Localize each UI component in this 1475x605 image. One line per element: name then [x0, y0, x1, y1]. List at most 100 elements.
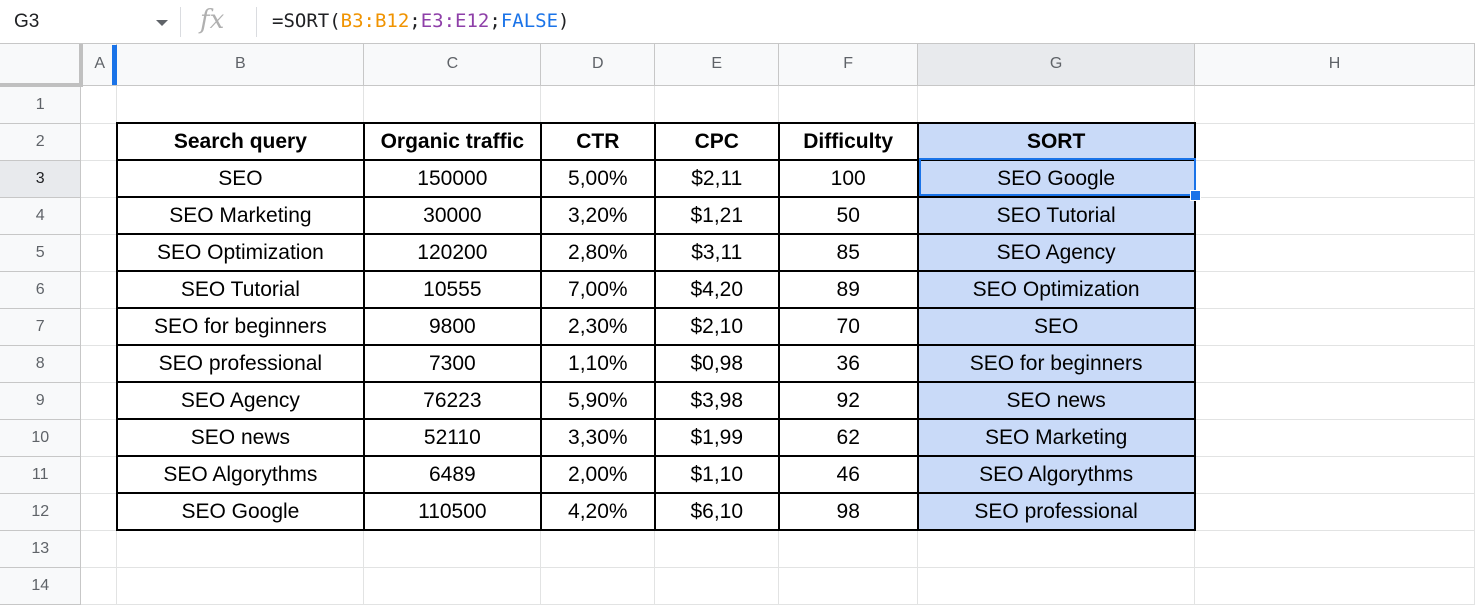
cell-d4[interactable]: 3,20% — [539, 196, 656, 235]
cell-h1[interactable] — [1194, 85, 1475, 124]
row-header-11[interactable]: 11 — [0, 456, 82, 494]
cell-b4[interactable]: SEO Marketing — [115, 196, 365, 235]
row-header-12[interactable]: 12 — [0, 493, 82, 531]
cell-a6[interactable] — [80, 271, 118, 309]
cell-c7[interactable]: 9800 — [362, 307, 542, 346]
cell-g14[interactable] — [917, 567, 1196, 605]
cell-h4[interactable] — [1194, 197, 1475, 235]
select-all-corner[interactable] — [0, 44, 83, 87]
cell-b9[interactable]: SEO Agency — [115, 381, 365, 420]
cell-d10[interactable]: 3,30% — [539, 418, 656, 457]
cell-g2[interactable]: SORT — [916, 122, 1196, 161]
row-header-14[interactable]: 14 — [0, 567, 82, 605]
cell-d5[interactable]: 2,80% — [539, 233, 656, 272]
cell-e6[interactable]: $4,20 — [653, 270, 780, 309]
column-header-d[interactable]: D — [540, 44, 656, 86]
cell-e9[interactable]: $3,98 — [653, 381, 780, 420]
cell-h3[interactable] — [1194, 160, 1475, 198]
cell-g5[interactable]: SEO Agency — [916, 233, 1196, 272]
row-header-6[interactable]: 6 — [0, 271, 82, 309]
cell-c5[interactable]: 120200 — [362, 233, 542, 272]
cell-c2[interactable]: Organic traffic — [362, 122, 542, 161]
column-header-b[interactable]: B — [116, 44, 365, 86]
cell-h9[interactable] — [1194, 382, 1475, 420]
cell-b11[interactable]: SEO Algorythms — [115, 455, 365, 494]
cell-c1[interactable] — [363, 85, 542, 124]
cell-g12[interactable]: SEO professional — [916, 492, 1196, 531]
cell-c12[interactable]: 110500 — [362, 492, 542, 531]
cell-h11[interactable] — [1194, 456, 1475, 494]
cell-e13[interactable] — [654, 530, 780, 568]
cell-g9[interactable]: SEO news — [916, 381, 1196, 420]
cell-d2[interactable]: CTR — [539, 122, 656, 161]
cell-c3[interactable]: 150000 — [362, 159, 542, 198]
column-header-a[interactable]: A — [80, 44, 118, 86]
cell-e12[interactable]: $6,10 — [653, 492, 780, 531]
cell-g7[interactable]: SEO — [916, 307, 1196, 346]
cell-d14[interactable] — [540, 567, 656, 605]
cell-c9[interactable]: 76223 — [362, 381, 542, 420]
cell-d11[interactable]: 2,00% — [539, 455, 656, 494]
cell-a14[interactable] — [80, 567, 118, 605]
cell-h13[interactable] — [1194, 530, 1475, 568]
row-header-8[interactable]: 8 — [0, 345, 82, 383]
cell-f7[interactable]: 70 — [777, 307, 919, 346]
row-header-10[interactable]: 10 — [0, 419, 82, 457]
cell-b13[interactable] — [116, 530, 365, 568]
cell-e2[interactable]: CPC — [653, 122, 780, 161]
cell-c13[interactable] — [363, 530, 542, 568]
cell-a3[interactable] — [80, 160, 118, 198]
cell-c14[interactable] — [363, 567, 542, 605]
cell-f11[interactable]: 46 — [777, 455, 919, 494]
cell-e4[interactable]: $1,21 — [653, 196, 780, 235]
cell-f4[interactable]: 50 — [777, 196, 919, 235]
cell-f8[interactable]: 36 — [777, 344, 919, 383]
row-header-7[interactable]: 7 — [0, 308, 82, 346]
cell-g10[interactable]: SEO Marketing — [916, 418, 1196, 457]
cell-h12[interactable] — [1194, 493, 1475, 531]
cell-b14[interactable] — [116, 567, 365, 605]
cell-d12[interactable]: 4,20% — [539, 492, 656, 531]
cell-a9[interactable] — [80, 382, 118, 420]
cell-h6[interactable] — [1194, 271, 1475, 309]
fill-handle[interactable] — [1190, 190, 1201, 201]
column-header-h[interactable]: H — [1194, 44, 1475, 86]
cell-a13[interactable] — [80, 530, 118, 568]
cell-c4[interactable]: 30000 — [362, 196, 542, 235]
column-header-g[interactable]: G — [917, 44, 1196, 86]
cell-b3[interactable]: SEO — [115, 159, 365, 198]
cell-f6[interactable]: 89 — [777, 270, 919, 309]
cell-d13[interactable] — [540, 530, 656, 568]
column-header-e[interactable]: E — [654, 44, 780, 86]
row-header-3[interactable]: 3 — [0, 160, 82, 198]
cell-e11[interactable]: $1,10 — [653, 455, 780, 494]
cell-a10[interactable] — [80, 419, 118, 457]
cell-g4[interactable]: SEO Tutorial — [916, 196, 1196, 235]
cell-f14[interactable] — [778, 567, 919, 605]
cell-c6[interactable]: 10555 — [362, 270, 542, 309]
cell-c11[interactable]: 6489 — [362, 455, 542, 494]
cell-b7[interactable]: SEO for beginners — [115, 307, 365, 346]
cell-g8[interactable]: SEO for beginners — [916, 344, 1196, 383]
cell-c10[interactable]: 52110 — [362, 418, 542, 457]
cell-a11[interactable] — [80, 456, 118, 494]
cell-h10[interactable] — [1194, 419, 1475, 457]
column-header-c[interactable]: C — [363, 44, 542, 86]
cell-a7[interactable] — [80, 308, 118, 346]
cell-d1[interactable] — [540, 85, 656, 124]
cell-e10[interactable]: $1,99 — [653, 418, 780, 457]
row-header-13[interactable]: 13 — [0, 530, 82, 568]
cell-g1[interactable] — [917, 85, 1196, 124]
cell-c8[interactable]: 7300 — [362, 344, 542, 383]
cell-f13[interactable] — [778, 530, 919, 568]
cell-b5[interactable]: SEO Optimization — [115, 233, 365, 272]
cell-d8[interactable]: 1,10% — [539, 344, 656, 383]
cell-h7[interactable] — [1194, 308, 1475, 346]
row-header-5[interactable]: 5 — [0, 234, 82, 272]
row-header-4[interactable]: 4 — [0, 197, 82, 235]
cell-g3[interactable]: SEO Google — [916, 159, 1196, 198]
row-header-9[interactable]: 9 — [0, 382, 82, 420]
column-resize-handle[interactable] — [112, 45, 117, 85]
cell-f12[interactable]: 98 — [777, 492, 919, 531]
cell-f1[interactable] — [778, 85, 919, 124]
